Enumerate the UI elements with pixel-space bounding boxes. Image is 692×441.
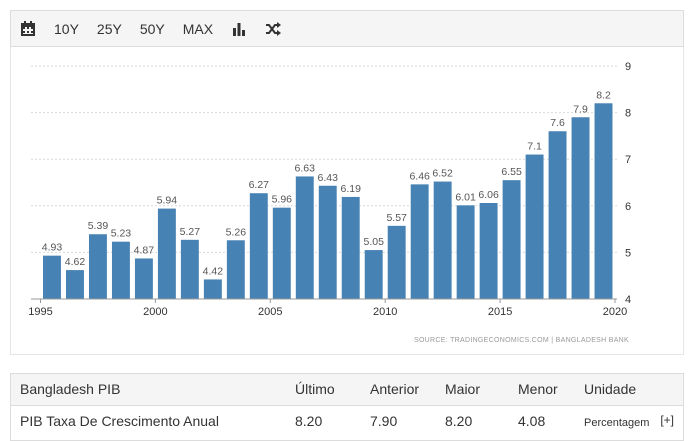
bar: [502, 180, 521, 299]
chart-toolbar: 10Y 25Y 50Y MAX: [10, 10, 684, 47]
calendar-icon[interactable]: [20, 20, 36, 37]
data-label: 6.63: [295, 162, 316, 174]
bar-chart-icon[interactable]: [231, 21, 247, 37]
data-label: 8.2: [596, 89, 611, 101]
data-label: 6.01: [455, 191, 476, 203]
data-label: 6.06: [478, 189, 499, 201]
bar: [111, 241, 130, 299]
bar: [387, 225, 406, 299]
bar: [134, 258, 153, 299]
row-max: 8.20: [445, 412, 473, 429]
x-tick-label: 2000: [143, 306, 167, 318]
gdp-growth-bar-chart: 4 5 6 7 8 9 4.934.62 5.395.234.87 5.94 5.27 4.42 5.…: [28, 61, 631, 344]
data-label: 5.39: [88, 220, 109, 232]
range-25y-button[interactable]: 25Y: [96, 20, 122, 37]
data-label: 4.62: [65, 256, 86, 268]
row-last: 8.20: [295, 412, 323, 429]
row-name[interactable]: PIB Taxa De Crescimento Anual: [20, 412, 219, 429]
range-10y-button[interactable]: 10Y: [54, 20, 79, 37]
bar: [364, 250, 383, 299]
x-tick-label: 2015: [488, 306, 512, 318]
row-min: 4.08: [518, 412, 546, 429]
data-label: 4.42: [203, 265, 224, 277]
y-tick-label: 5: [625, 247, 631, 259]
data-label: 6.55: [501, 166, 522, 178]
row-unit-cell: Percentagem [+]: [575, 405, 683, 436]
indicator-table: Bangladesh PIB Último Anterior Maior Men…: [10, 373, 684, 441]
data-label: 4.93: [42, 242, 63, 254]
bar: [341, 196, 360, 299]
x-tick-label: 2005: [258, 306, 282, 318]
bar: [548, 131, 567, 299]
bar: [479, 203, 498, 299]
bar: [456, 205, 475, 299]
data-label: 4.87: [134, 244, 155, 256]
bar: [157, 208, 176, 299]
data-label: 5.26: [226, 226, 247, 238]
table-row[interactable]: PIB Taxa De Crescimento Anual 8.20 7.90 …: [11, 405, 683, 436]
data-label: 6.46: [409, 170, 430, 182]
bar: [180, 239, 199, 299]
y-tick-label: 7: [625, 154, 631, 166]
bar: [571, 117, 590, 299]
x-tick-label: 2010: [373, 306, 397, 318]
data-label: 5.23: [111, 228, 132, 240]
header-unit: Unidade: [575, 374, 683, 406]
data-label: 6.19: [341, 183, 362, 195]
range-50y-button[interactable]: 50Y: [139, 20, 165, 37]
header-previous: Anterior: [361, 374, 436, 406]
bar: [43, 255, 61, 299]
data-label: 7.9: [573, 103, 588, 115]
x-tick-label: 1995: [28, 306, 52, 318]
data-label: 6.43: [318, 172, 339, 184]
row-previous: 7.90: [370, 412, 398, 429]
expand-button[interactable]: [+]: [660, 412, 674, 427]
data-label: 5.96: [272, 194, 293, 206]
data-label: 5.27: [180, 226, 201, 238]
bar: [295, 176, 314, 299]
y-tick-label: 4: [625, 294, 631, 306]
row-unit: Percentagem: [584, 416, 650, 429]
bar: [249, 193, 268, 299]
header-last: Último: [286, 374, 361, 406]
bar: [272, 207, 291, 299]
data-label: 5.05: [363, 236, 384, 248]
bar: [203, 279, 222, 299]
data-label: 7.1: [527, 141, 542, 153]
bar: [65, 270, 84, 299]
bar: [88, 234, 107, 299]
header-min: Menor: [509, 374, 575, 406]
bar: [594, 103, 613, 299]
bar: [433, 181, 452, 299]
table-header-row: Bangladesh PIB Último Anterior Maior Men…: [11, 374, 683, 406]
bar: [226, 240, 245, 299]
range-max-button[interactable]: MAX: [182, 20, 214, 37]
data-label: 6.27: [249, 179, 270, 191]
data-label: 5.57: [386, 212, 407, 224]
data-label: 6.52: [432, 168, 453, 180]
data-label: 5.94: [157, 195, 178, 207]
chart-panel: 4 5 6 7 8 9 4.93 4.62 5.39 5.23 4.87 5.94 5.27 4.42 5.…: [10, 47, 684, 355]
source-note: SOURCE: TRADINGECONOMICS.COM | BANGLADES…: [414, 337, 629, 344]
shuffle-icon[interactable]: [265, 21, 282, 37]
header-max: Maior: [436, 374, 509, 406]
header-country: Bangladesh PIB: [11, 374, 286, 406]
bar: [525, 154, 544, 299]
x-tick-label: 2020: [603, 306, 627, 318]
data-label: 7.6: [550, 117, 565, 129]
y-tick-label: 6: [625, 201, 631, 213]
bar: [410, 184, 429, 299]
bar: [318, 185, 337, 299]
y-tick-label: 9: [625, 61, 631, 73]
y-tick-label: 8: [625, 108, 631, 120]
